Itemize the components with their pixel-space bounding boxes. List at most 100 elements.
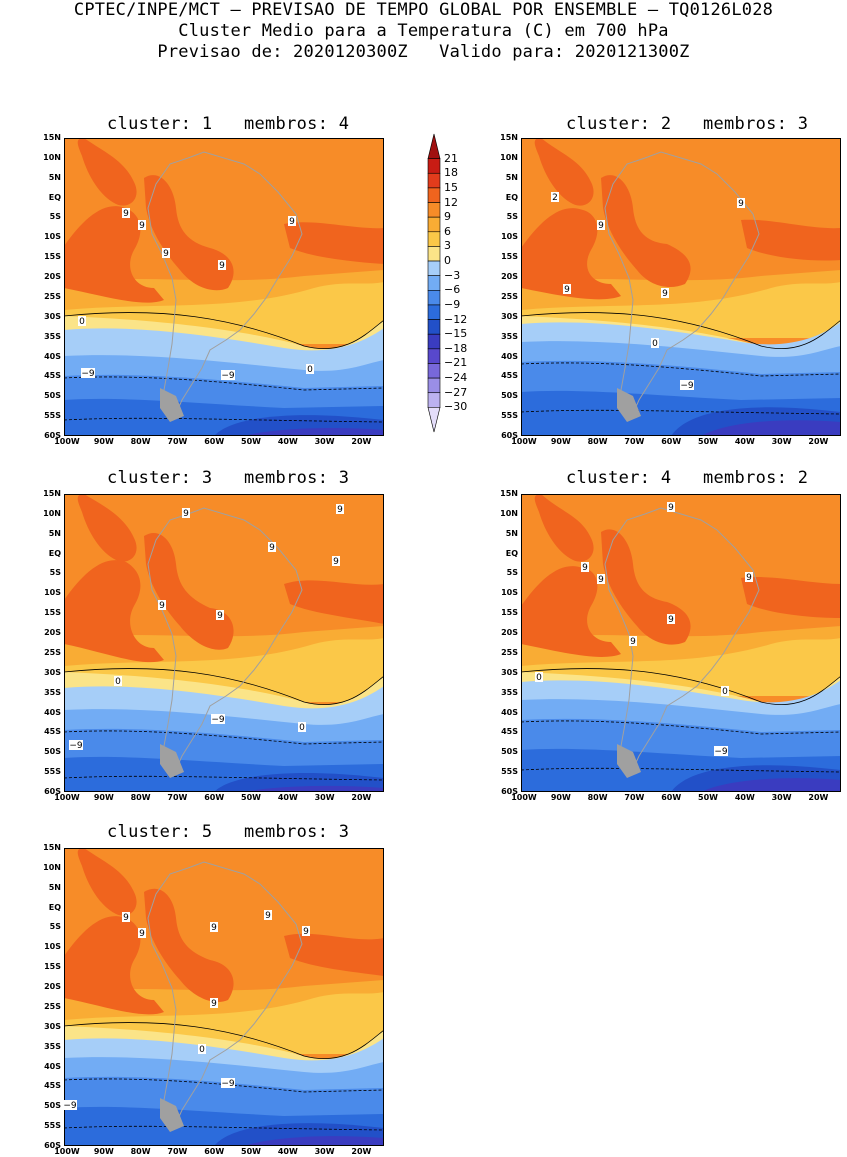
lat-tick-label: 40S (501, 707, 518, 717)
contour-label-text: 0 (307, 365, 313, 375)
lon-tick-label: 80W (130, 437, 151, 446)
contour-label: 9 (268, 542, 276, 553)
lon-tick-label: 20W (351, 437, 372, 446)
field-darkorange-region (77, 494, 137, 562)
lon-tick-label: 90W (93, 437, 114, 446)
contour-label-text: 0 (299, 723, 305, 733)
lat-tick-label: 15N (43, 133, 61, 142)
field-darkorange-region (284, 222, 384, 264)
contour-label-text: 9 (582, 563, 588, 573)
colorbar-swatch (427, 260, 441, 276)
contour-label: 9 (667, 614, 675, 625)
colorbar-swatch (427, 246, 441, 262)
panel-title-4: cluster: 4 membros: 2 (566, 468, 809, 488)
lat-tick-label: 55S (44, 767, 61, 777)
lon-tick-label: 60W (204, 1147, 225, 1156)
contour-0 (521, 312, 841, 350)
lat-tick-label: 15S (44, 252, 61, 262)
lat-tick-label: 50S (44, 1101, 61, 1111)
contour-label: 9 (581, 562, 589, 573)
contour-label: 9 (563, 284, 571, 295)
title-line-2: Cluster Medio para a Temperatura (C) em … (178, 21, 669, 41)
continent-outline (147, 861, 303, 1129)
contour-0 (64, 668, 384, 706)
patagonia-islands (617, 744, 641, 778)
field-darkorange-region (77, 848, 137, 916)
colorbar-tick-label: −27 (444, 385, 468, 399)
colorbar-swatch (427, 158, 441, 174)
contour-label-text: 0 (199, 1045, 205, 1055)
contour-label-text: −9 (714, 747, 728, 757)
lat-tick-label: 5N (505, 172, 518, 182)
lat-tick-label: EQ (505, 548, 518, 558)
lon-tick-label: 80W (587, 437, 608, 446)
contour-label: 9 (597, 574, 605, 585)
lat-tick-label: 60S (501, 431, 518, 440)
colorbar-swatch (427, 275, 441, 291)
lat-tick-label: 50S (501, 747, 518, 757)
lon-tick-label: 20W (808, 793, 829, 802)
lat-tick-label: 10S (501, 588, 518, 598)
lat-tick-label: 30S (501, 311, 518, 321)
lat-tick-label: 45S (44, 727, 61, 737)
lon-tick-label: 100W (511, 793, 537, 802)
lat-tick-label: 5S (506, 212, 518, 222)
lat-tick-label: 5S (49, 212, 61, 222)
contour-label-text: 9 (333, 557, 339, 567)
lat-tick-label: 10N (43, 152, 61, 162)
lat-tick-label: 30S (501, 667, 518, 677)
contour-label-text: 0 (722, 687, 728, 697)
contour-label-text: 9 (123, 209, 129, 219)
contour-label-text: −9 (221, 371, 235, 381)
lat-tick-label: EQ (48, 192, 61, 202)
lat-tick-label: 20S (44, 982, 61, 992)
continent-outline (604, 507, 760, 775)
lat-tick-label: 50S (501, 391, 518, 401)
field-darkorange-region (534, 138, 594, 206)
contour-label: 9 (210, 998, 218, 1009)
contour-label: 9 (218, 260, 226, 271)
contour-minus18 (64, 775, 384, 781)
contour-label: 9 (332, 556, 340, 567)
lat-tick-label: 35S (501, 687, 518, 697)
colorbar-swatch (427, 187, 441, 203)
temperature-field (521, 138, 841, 436)
colorbar-swatch (427, 377, 441, 394)
lon-tick-label: 90W (93, 1147, 114, 1156)
colorbar-tick-label: 15 (444, 180, 458, 194)
lat-tick-label: 10N (43, 508, 61, 518)
contour-label: 9 (302, 926, 310, 937)
contour-label: 9 (288, 216, 296, 227)
field-darkorange-region (601, 175, 691, 288)
colorbar-swatch (427, 407, 441, 433)
patagonia-islands (617, 388, 641, 422)
lon-tick-label: 100W (511, 437, 537, 446)
colorbar-swatch (427, 202, 441, 218)
lat-tick-label: 25S (44, 647, 61, 657)
lat-tick-label: 40S (501, 351, 518, 361)
lat-tick-label: 15N (43, 843, 61, 852)
lat-tick-label: 10N (500, 152, 518, 162)
lat-tick-label: 50S (44, 747, 61, 757)
lat-tick-label: 55S (501, 767, 518, 777)
colorbar-swatch (427, 231, 441, 247)
colorbar-tick-label: 0 (444, 254, 451, 268)
lon-tick-label: 100W (54, 793, 80, 802)
temperature-field (64, 848, 384, 1146)
field-purple-region (244, 1136, 384, 1146)
contour-0 (64, 312, 384, 350)
contour-label: 9 (210, 922, 218, 933)
lat-tick-label: 15N (500, 489, 518, 498)
lat-tick-label: 45S (44, 371, 61, 381)
contour-label-text: −9 (221, 1079, 235, 1089)
lon-tick-label: 70W (624, 793, 645, 802)
contour-label-text: 9 (123, 913, 129, 923)
contour-label: 9 (182, 508, 190, 519)
panel-title-1: cluster: 1 membros: 4 (107, 114, 350, 134)
lat-tick-label: 20S (501, 272, 518, 282)
lat-tick-label: 5S (506, 568, 518, 578)
lat-tick-label: 60S (44, 1141, 61, 1150)
colorbar-swatch (427, 172, 441, 189)
lat-tick-label: 25S (44, 1001, 61, 1011)
contour-label: 2 (551, 192, 559, 203)
